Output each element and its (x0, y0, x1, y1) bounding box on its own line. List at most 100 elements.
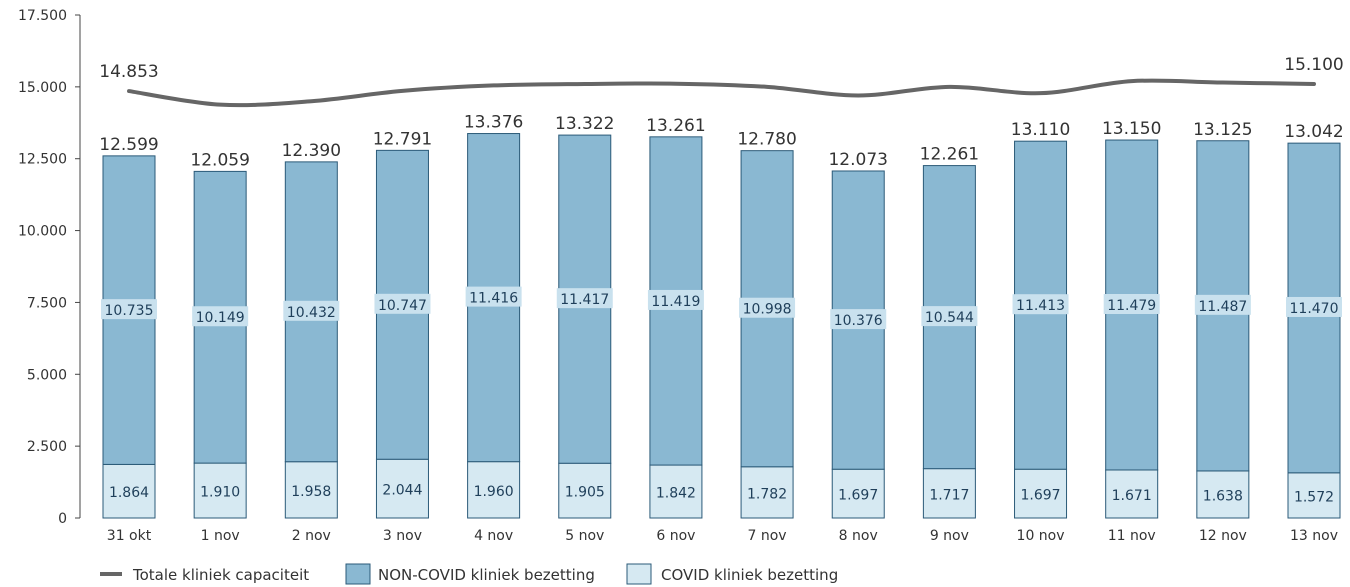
non-covid-value-label: 11.479 (1107, 298, 1156, 314)
y-tick-label: 7.500 (27, 295, 67, 311)
non-covid-label-box (921, 306, 978, 327)
y-tick-label: 17.500 (18, 8, 67, 24)
non-covid-value-label: 10.149 (196, 310, 245, 326)
legend-swatch-non-covid (345, 563, 371, 585)
total-value-label: 13.150 (1102, 119, 1161, 139)
covid-value-label: 1.842 (656, 486, 696, 502)
non-covid-value-label: 10.544 (925, 310, 974, 326)
non-covid-value-label: 10.432 (287, 305, 336, 321)
x-tick-label: 13 nov (1290, 528, 1338, 544)
covid-value-label: 1.864 (109, 485, 149, 501)
total-value-label: 13.125 (1193, 120, 1252, 140)
legend-label-covid: COVID kliniek bezetting (661, 566, 838, 584)
total-value-label: 12.073 (828, 150, 887, 170)
y-axis: 0 2.500 5.000 7.500 10.000 12.500 15.000 17.500 (18, 8, 81, 527)
non-covid-label-box (647, 289, 704, 310)
bar-segment-covid (193, 462, 247, 519)
covid-value-label: 1.905 (565, 485, 605, 501)
total-value-label: 12.791 (373, 129, 432, 149)
bar-segment-covid (649, 464, 703, 519)
bar-segment-covid (375, 458, 429, 519)
non-covid-label-box (1103, 294, 1160, 315)
bar-segment-covid (922, 468, 976, 519)
non-covid-value-label: 11.413 (1016, 298, 1065, 314)
total-value-label: 12.261 (920, 145, 979, 165)
x-tick-label: 12 nov (1199, 528, 1247, 544)
non-covid-label-box (374, 293, 431, 314)
non-covid-label-box (1286, 296, 1342, 317)
x-tick-label: 5 nov (565, 528, 604, 544)
total-value-label: 13.376 (464, 113, 523, 133)
covid-value-label: 2.044 (382, 483, 422, 499)
x-tick-label: 2 nov (292, 528, 331, 544)
non-covid-value-label: 11.419 (651, 294, 700, 310)
y-tick-label: 15.000 (18, 80, 67, 96)
bar-segment-covid (467, 461, 521, 519)
non-covid-label-box (1012, 294, 1069, 315)
capacity-line-group: 14.853 15.100 (99, 55, 1344, 108)
covid-value-label: 1.697 (1020, 488, 1060, 504)
covid-value-label: 1.910 (200, 485, 240, 501)
total-value-label: 12.780 (737, 130, 796, 150)
non-covid-label-box (739, 297, 796, 318)
x-tick-label: 3 nov (383, 528, 422, 544)
x-tick-label: 8 nov (839, 528, 878, 544)
bar-segment-covid (740, 466, 794, 519)
non-covid-value-label: 10.747 (378, 298, 427, 314)
capacity-value-label: 14.853 (99, 62, 158, 82)
non-covid-value-label: 11.470 (1290, 301, 1339, 317)
non-covid-value-label: 10.735 (105, 303, 154, 319)
x-tick-label: 7 nov (748, 528, 787, 544)
total-value-label: 12.390 (282, 141, 341, 161)
non-covid-value-label: 11.487 (1198, 299, 1247, 315)
legend-swatch-covid (626, 563, 652, 585)
x-tick-label: 10 nov (1017, 528, 1065, 544)
total-value-label: 13.261 (646, 116, 705, 136)
bar-segment-covid (831, 468, 885, 519)
x-tick-label: 1 nov (201, 528, 240, 544)
total-value-label: 13.110 (1011, 120, 1070, 140)
capacity-value-label: 15.100 (1284, 55, 1343, 75)
bar-segment-covid (558, 462, 612, 519)
covid-value-label: 1.638 (1203, 488, 1243, 504)
x-axis: 31 okt 1 nov 2 nov 3 nov 4 nov 5 nov 6 nov 7 no… (107, 528, 1338, 544)
non-covid-label-box (556, 288, 613, 309)
capacity-line (127, 78, 1316, 108)
covid-value-label: 1.717 (929, 487, 969, 503)
covid-value-label: 1.697 (838, 488, 878, 504)
legend: Totale kliniek capaciteit NON-COVID klini… (100, 563, 838, 585)
x-tick-label: 4 nov (474, 528, 513, 544)
non-covid-value-label: 10.998 (743, 302, 792, 318)
legend-label-capacity: Totale kliniek capaciteit (132, 566, 309, 584)
non-covid-label-box (283, 300, 340, 321)
non-covid-label-box (192, 306, 249, 327)
total-value-label: 13.042 (1284, 122, 1343, 142)
non-covid-value-label: 10.376 (834, 313, 883, 329)
total-value-label: 13.322 (555, 114, 614, 134)
bar-segment-covid (1196, 470, 1250, 519)
covid-value-label: 1.958 (291, 484, 331, 500)
total-value-label: 12.599 (99, 135, 158, 155)
x-tick-label: 9 nov (930, 528, 969, 544)
y-tick-label: 0 (58, 511, 67, 527)
bar-segment-covid (102, 463, 156, 519)
y-tick-label: 12.500 (18, 152, 67, 168)
non-covid-label-box (465, 286, 522, 307)
non-covid-value-label: 11.416 (469, 291, 518, 307)
bar-segment-covid (1105, 469, 1159, 519)
non-covid-label-box (1194, 294, 1251, 315)
x-tick-label: 11 nov (1108, 528, 1156, 544)
x-tick-label: 6 nov (656, 528, 695, 544)
covid-value-label: 1.782 (747, 486, 787, 502)
total-value-label: 12.059 (190, 150, 249, 170)
non-covid-value-label: 11.417 (560, 292, 609, 308)
y-tick-label: 10.000 (18, 224, 67, 240)
legend-label-non-covid: NON-COVID kliniek bezetting (378, 566, 595, 584)
covid-value-label: 1.960 (474, 484, 514, 500)
x-tick-label: 31 okt (107, 528, 152, 544)
bar-segment-covid (1014, 468, 1068, 519)
covid-value-label: 1.671 (1112, 488, 1152, 504)
non-covid-label-box (101, 299, 157, 320)
